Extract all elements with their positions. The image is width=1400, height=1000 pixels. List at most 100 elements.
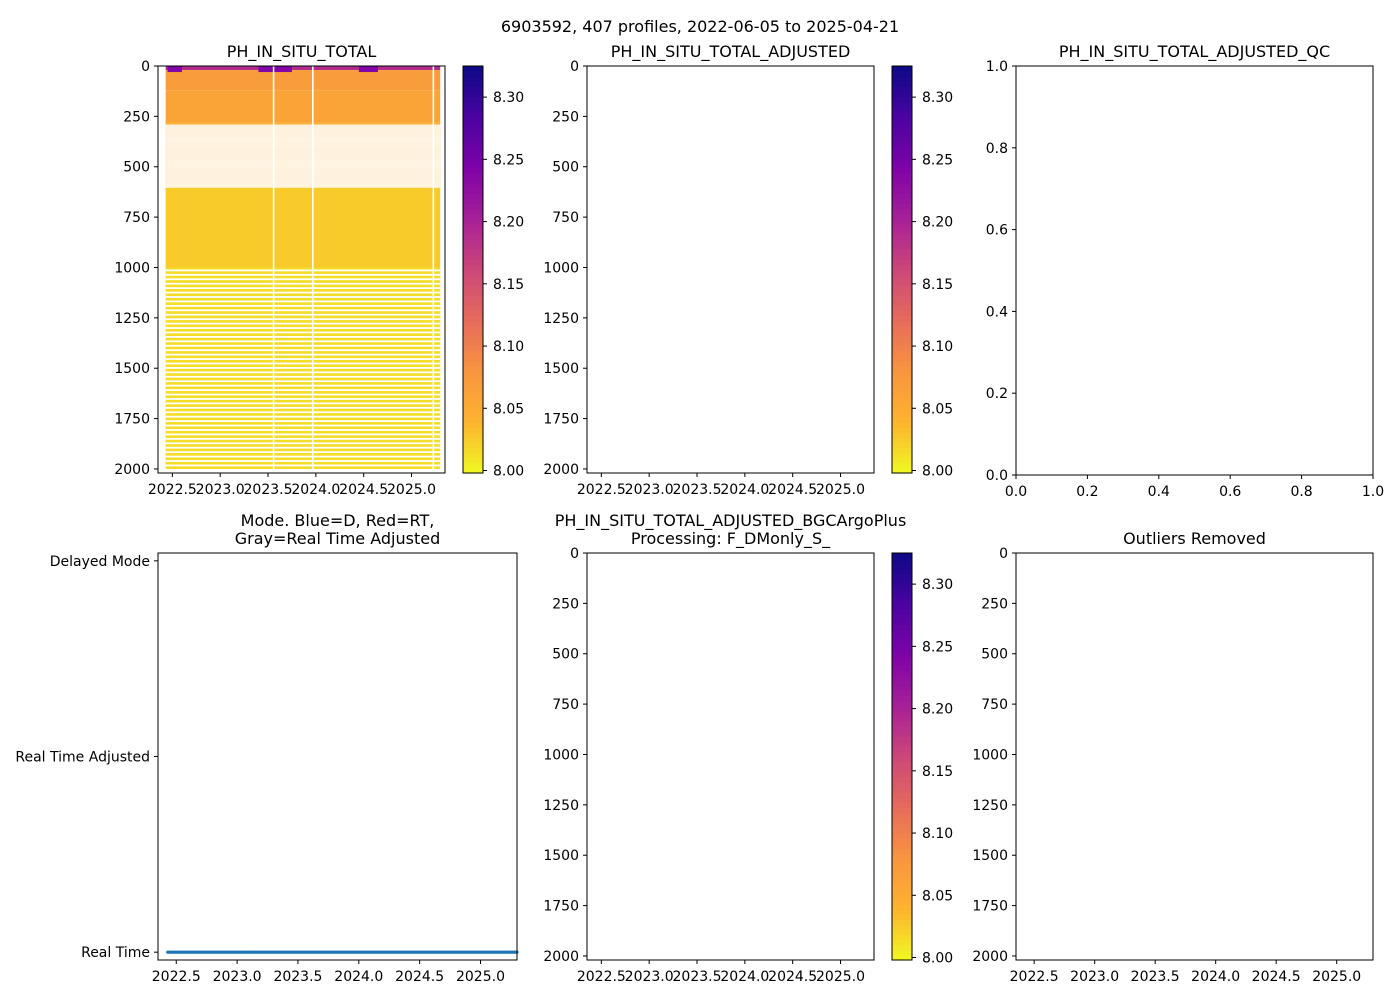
colorbar-segment <box>892 330 912 337</box>
colorbar-segment <box>892 659 912 666</box>
axes-frame <box>157 552 518 961</box>
colorbar-segment <box>892 578 912 585</box>
colorbar-frame <box>462 65 484 474</box>
colorbar-segment <box>892 106 912 113</box>
colorbar-segment <box>463 320 483 327</box>
y-tick-label: 0 <box>570 546 579 562</box>
y-tick-label: 500 <box>981 647 1008 663</box>
colorbar-segment <box>892 792 912 798</box>
depth-level-gap <box>165 340 441 343</box>
colorbar-segment <box>463 218 483 225</box>
y-tick-label: 1.0 <box>986 59 1008 75</box>
colorbar-segment <box>463 432 483 438</box>
colorbar-segment <box>463 213 483 220</box>
depth-level-gap <box>165 269 441 272</box>
colorbar-segment <box>463 427 483 433</box>
colorbar-segment <box>463 132 483 138</box>
sparse-sampling-gap <box>165 159 441 161</box>
colorbar-segment <box>892 583 912 590</box>
colorbar-tick-label: 8.25 <box>922 152 953 168</box>
colorbar-tick-label: 8.30 <box>493 90 524 106</box>
colorbar-segment <box>463 198 483 204</box>
sparse-sampling-gap <box>165 140 441 142</box>
colorbar-segment <box>892 822 912 829</box>
y-tick-label: 250 <box>123 109 150 125</box>
colorbar-segment <box>892 700 912 707</box>
axes-frame <box>586 65 875 474</box>
colorbar-segment <box>463 386 483 393</box>
colorbar-segment <box>892 305 912 311</box>
colorbar-segment <box>892 422 912 428</box>
colorbar-segment <box>892 350 912 357</box>
colorbar-segment <box>892 279 912 286</box>
colorbar-tick-label: 8.15 <box>922 277 953 293</box>
y-tick-label: 0.0 <box>986 468 1008 484</box>
depth-level-gap <box>165 402 441 405</box>
y-tick-label: 1250 <box>972 798 1008 814</box>
sparse-sampling-gap <box>165 129 441 132</box>
colorbar-segment <box>892 381 912 388</box>
colorbar-segment <box>463 279 483 286</box>
colorbar-segment <box>892 96 912 103</box>
sparse-sampling-gap <box>165 148 441 151</box>
colorbar-segment <box>463 315 483 321</box>
sparse-sampling-gap <box>165 127 441 130</box>
sparse-sampling-gap <box>165 143 441 145</box>
depth-level-gap <box>165 460 441 462</box>
ph-depth-band <box>165 90 441 123</box>
colorbar-segment <box>892 909 912 915</box>
depth-level-gap <box>165 362 441 365</box>
colorbar-segment <box>463 447 483 454</box>
y-tick-label: 750 <box>552 697 579 713</box>
y-tick-label: 1000 <box>543 747 579 763</box>
colorbar-segment <box>892 437 912 444</box>
colorbar-segment <box>463 183 483 189</box>
colorbar-segment <box>892 929 912 936</box>
sparse-sampling-gap <box>165 183 441 185</box>
colorbar-tick-label: 8.00 <box>922 464 953 480</box>
sparse-sampling-gap <box>165 174 441 177</box>
depth-level-gap <box>165 358 441 360</box>
depth-level-gap <box>165 300 441 303</box>
colorbar-segment <box>892 284 912 291</box>
colorbar-tick-label: 8.15 <box>922 764 953 780</box>
colorbar-segment <box>463 193 483 199</box>
colorbar-segment <box>892 452 912 459</box>
colorbar-tick-label: 8.25 <box>493 152 524 168</box>
colorbar-segment <box>892 787 912 793</box>
depth-level-gap <box>165 367 441 369</box>
x-tick-label: 2022.5 <box>1010 969 1059 985</box>
colorbar-segment <box>463 147 483 154</box>
colorbar-segment <box>892 573 912 580</box>
x-tick-label: 2024.0 <box>720 482 769 498</box>
sparse-sampling-gap <box>165 161 441 163</box>
colorbar-segment <box>463 371 483 377</box>
colorbar-segment <box>892 893 912 900</box>
depth-level-gap <box>165 273 441 276</box>
colorbar-segment <box>463 152 483 159</box>
depth-level-gap <box>165 278 441 281</box>
colorbar-segment <box>463 376 483 383</box>
y-tick-label: 1000 <box>543 260 579 276</box>
colorbar-segment <box>892 720 912 727</box>
colorbar-segment <box>463 437 483 444</box>
depth-level-gap <box>165 384 441 387</box>
chart-data-mode: 2022.5 2023.0 2023.5 2024.0 2024.5 2025.0 Dela… <box>15 511 519 985</box>
colorbar-segment <box>892 340 912 347</box>
x-tick-label: 2025.0 <box>1312 969 1361 985</box>
sparse-sampling-gap <box>165 186 441 188</box>
colorbar-segment <box>892 86 912 93</box>
x-tick-label: 0.8 <box>1290 484 1312 500</box>
y-tick-label: 1500 <box>114 361 150 377</box>
colorbar-segment <box>463 417 483 423</box>
colorbar-segment <box>892 71 912 77</box>
depth-level-gap <box>165 380 441 383</box>
sparse-sampling-gap <box>165 169 441 172</box>
colorbar-segment <box>892 919 912 925</box>
colorbar-segment <box>892 781 912 788</box>
chart-outliers: 2022.5 2023.0 2023.5 2024.0 2024.5 2025.0 0 250… <box>972 529 1374 985</box>
colorbar-segment <box>892 198 912 204</box>
x-tick-label: 2023.5 <box>273 969 322 985</box>
depth-level-gap <box>165 442 441 445</box>
